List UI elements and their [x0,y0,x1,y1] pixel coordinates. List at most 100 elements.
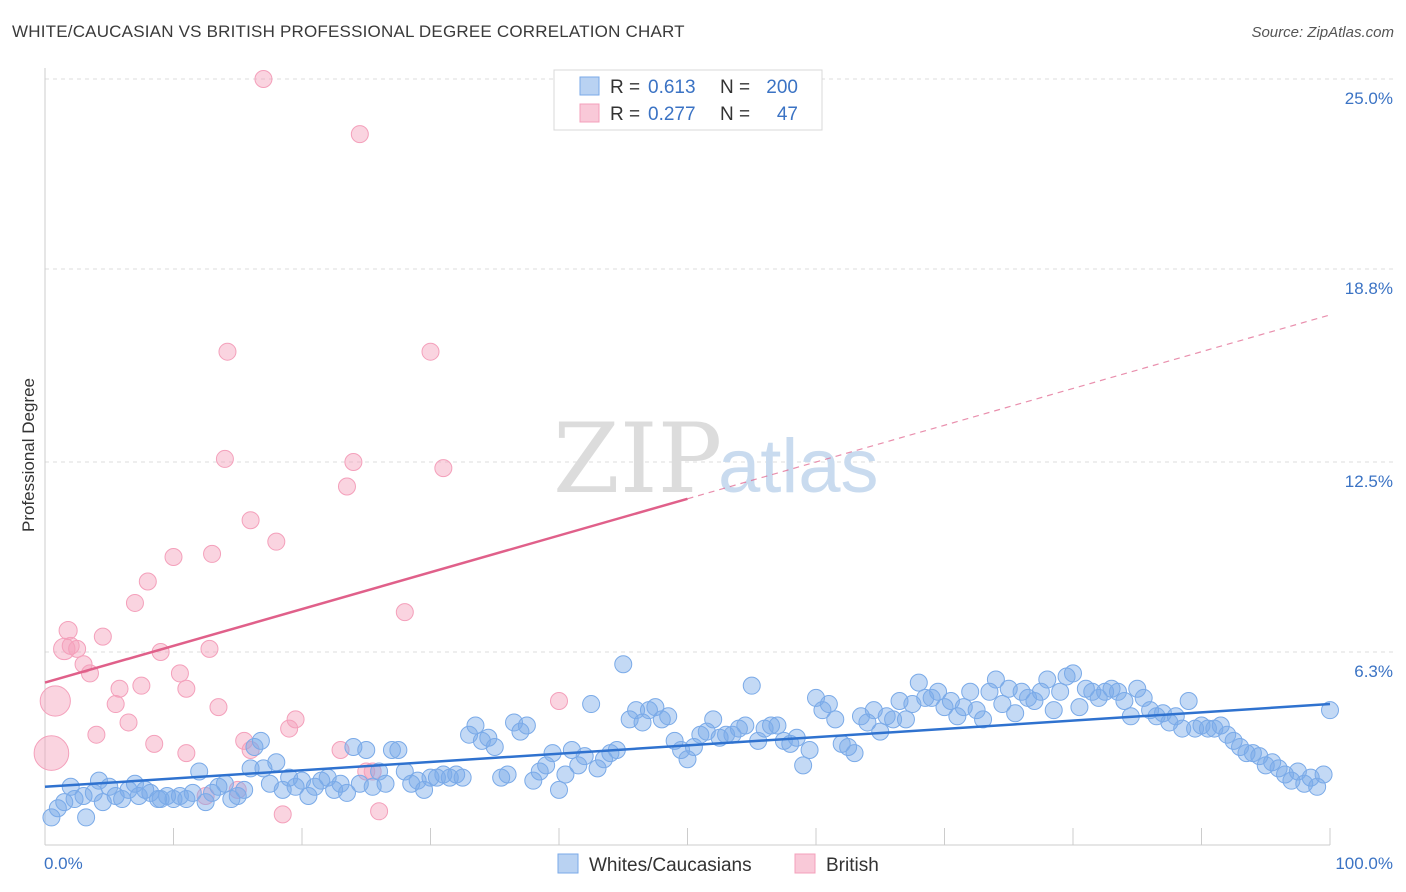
british-point-13 [125,593,144,612]
british-point-21 [177,679,196,698]
tick-labels: 6.3% 12.5% 18.8% 25.0% 0.0% 100.0% [44,89,1393,873]
chart-source: Source: ZipAtlas.com [1251,24,1394,41]
british-point-40 [350,125,369,144]
british-point-35 [280,719,299,738]
bottom-legend: Whites/Caucasians British [557,853,879,876]
whites-point-116 [768,716,787,735]
whites-point-172 [1128,679,1147,698]
whites-point-38 [267,753,286,772]
whites-point-150 [986,670,1005,689]
british-point-23 [200,639,219,658]
whites-point-8 [89,771,108,790]
whites-point-141 [929,682,948,701]
whites-point-69 [466,716,485,735]
whites-point-115 [762,716,781,735]
british-point-5 [68,639,87,658]
whites-point-144 [948,707,967,726]
whites-point-74 [498,765,517,784]
british-point-31 [241,511,260,530]
legend-swatch-whites [579,76,600,96]
british-point-44 [395,603,414,622]
whites-point-0 [42,808,61,827]
whites-point-26 [196,793,215,812]
whites-point-134 [884,710,903,729]
british-point-9 [93,627,112,646]
whites-point-32 [235,780,254,799]
british-point-26 [215,449,234,468]
whites-point-179 [1173,719,1192,738]
british-point-47 [550,691,568,710]
british-point-1 [39,685,71,717]
british-point-10 [106,695,125,714]
y-tick-label-1: 12.5% [1345,472,1393,491]
whites-point-162 [1064,664,1082,683]
whites-point-48 [331,774,350,793]
british-point-14 [132,676,151,695]
british-point-33 [267,532,286,551]
whites-point-136 [896,710,915,729]
british-point-24 [203,544,222,563]
british-point-27 [218,342,237,361]
whites-point-87 [582,695,601,714]
whites-point-125 [826,710,845,729]
whites-point-160 [1051,682,1070,701]
british-point-20 [177,744,196,763]
legend-r-value-whites: 0.613 [648,77,696,98]
grid-lines [45,78,1395,653]
whites-point-86 [575,747,594,766]
whites-point-201 [1314,765,1333,784]
legend-n-value-whites: 200 [766,77,798,98]
y-axis-label: Professional Degree [19,378,38,532]
british-point-3 [58,620,78,641]
whites-point-153 [1006,704,1025,723]
british-point-18 [164,547,183,566]
whites-point-151 [993,695,1012,714]
whites-point-146 [961,682,980,701]
british-point-34 [273,805,292,824]
whites-point-2 [55,793,74,812]
british-point-11 [110,679,129,698]
whites-point-56 [382,741,401,760]
british-trend-extension [687,314,1331,500]
whites-point-72 [485,737,504,756]
british-point-43 [370,802,389,821]
british-point-25 [209,698,228,717]
whites-point-78 [524,771,543,790]
whites-point-49 [337,783,356,802]
british-point-46 [434,459,453,478]
whites-point-5 [74,786,93,805]
british-point-15 [138,572,157,591]
whites-point-128 [845,744,864,763]
whites-point-202 [1321,701,1339,720]
y-tick-label-0: 6.3% [1354,662,1393,681]
whites-point-180 [1179,691,1198,710]
bottom-legend-label-whites: Whites/Caucasians [589,855,752,876]
legend-r-label-british: R = [610,104,640,125]
trend-lines [44,314,1331,789]
whites-point-55 [376,774,395,793]
x-tick-label-0: 0.0% [44,854,83,873]
whites-point-170 [1115,691,1134,710]
whites-point-159 [1044,701,1063,720]
legend-swatch-british [579,103,600,123]
whites-point-85 [569,756,588,775]
bottom-legend-swatch-whites [557,853,579,874]
bottom-legend-swatch-british [794,853,816,874]
y-tick-label-3: 25.0% [1345,89,1393,108]
legend-n-label-british: N = [720,104,750,125]
whites-point-92 [614,655,633,674]
whites-point-24 [183,783,202,802]
british-point-32 [254,70,273,88]
british-points [33,70,568,824]
whites-point-52 [357,741,376,760]
chart-title: WHITE/CAUCASIAN VS BRITISH PROFESSIONAL … [12,22,685,41]
whites-point-185 [1211,716,1230,735]
whites-point-120 [794,756,813,775]
whites-point-158 [1038,670,1057,689]
whites-point-121 [800,741,819,760]
axes [44,68,1331,846]
whites-point-82 [550,780,568,799]
top-legend: R = 0.613 N = 200 R = 0.277 N = 47 [553,69,823,131]
y-tick-label-2: 18.8% [1345,279,1393,298]
